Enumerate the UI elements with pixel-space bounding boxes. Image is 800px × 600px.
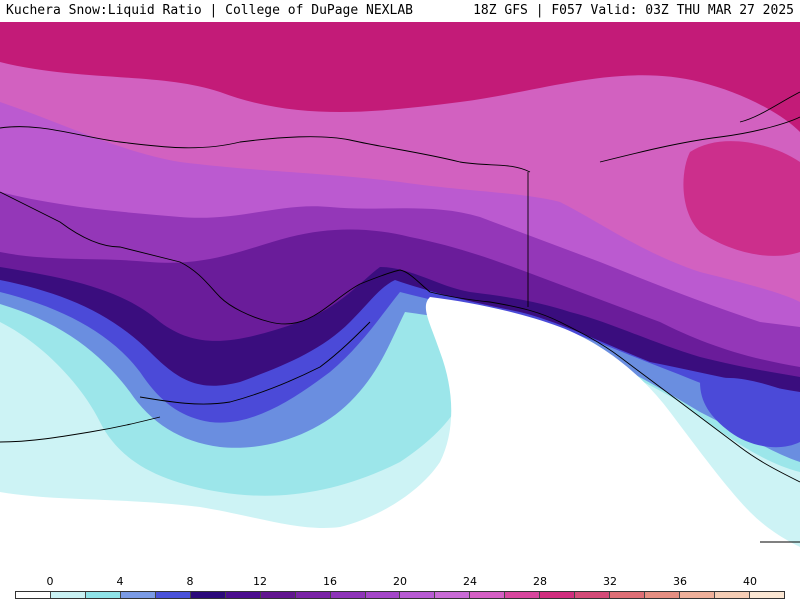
coastlines [0,91,800,543]
product-title: Kuchera Snow:Liquid Ratio | College of D… [6,3,413,18]
legend-swatch [16,592,51,598]
legend-tick-40: 40 [743,575,757,588]
legend-swatch [645,592,681,598]
legend-swatch [120,592,156,598]
legend-swatch [435,592,471,598]
legend-tick-28: 28 [533,575,547,588]
legend-swatch [260,592,296,598]
legend-swatch [85,592,121,598]
legend-swatch [155,592,191,598]
legend-swatch [750,592,784,598]
legend-tick-20: 20 [393,575,407,588]
legend-swatch [680,592,716,598]
legend-swatch [400,592,436,598]
legend-swatch [540,592,576,598]
forecast-map [0,22,800,576]
canadian-arctic-coast [599,116,800,163]
arctic-islands [739,91,800,123]
legend-swatch [295,592,331,598]
legend-tick-0: 0 [46,575,54,588]
legend-tick-4: 4 [116,575,124,588]
legend-swatch [330,592,366,598]
legend-swatch [470,592,506,598]
legend-tick-12: 12 [253,575,267,588]
alaska-south-coast [0,191,800,483]
legend-swatch [505,592,541,598]
field-se-blue [700,377,800,448]
legend-swatch [575,592,611,598]
field-none [0,297,800,576]
legend-swatch [365,592,401,598]
legend-tick-8: 8 [186,575,194,588]
legend-tick-32: 32 [603,575,617,588]
map-svg [0,22,800,576]
legend-swatch [715,592,751,598]
legend-color-bar [15,591,785,599]
legend-tick-24: 24 [463,575,477,588]
arctic-coast [0,126,531,173]
field-magenta-patch [683,141,800,256]
aleutian-islands [0,416,161,443]
legend-tick-36: 36 [673,575,687,588]
model-run-info: 18Z GFS | F057 Valid: 03Z THU MAR 27 202… [473,3,794,18]
legend-swatch [225,592,261,598]
header-bar: Kuchera Snow:Liquid Ratio | College of D… [0,0,800,22]
legend-swatch [50,592,86,598]
legend-swatch [190,592,226,598]
legend-swatch [610,592,646,598]
color-legend: 0 4 8 12 16 20 24 28 32 36 40 [0,576,800,600]
alaska-peninsula [139,321,371,405]
legend-tick-16: 16 [323,575,337,588]
